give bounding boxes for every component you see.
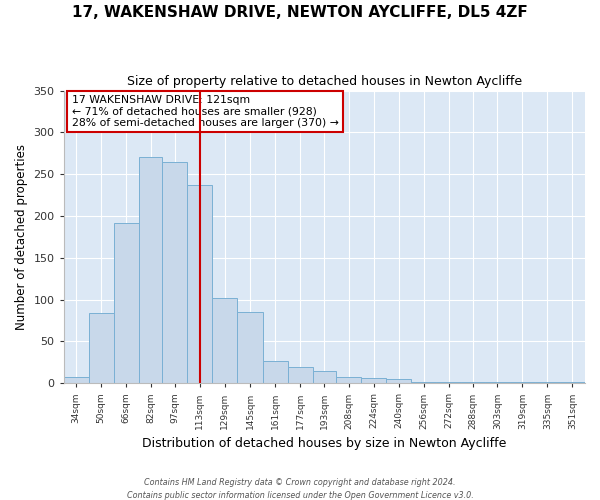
Title: Size of property relative to detached houses in Newton Aycliffe: Size of property relative to detached ho… (127, 75, 522, 88)
Bar (336, 376, 361, 384)
Bar (361, 378, 386, 384)
Text: 17 WAKENSHAW DRIVE: 121sqm
← 71% of detached houses are smaller (928)
28% of sem: 17 WAKENSHAW DRIVE: 121sqm ← 71% of deta… (71, 95, 338, 128)
Bar (535, 382, 560, 384)
Bar (89, 313, 114, 384)
X-axis label: Distribution of detached houses by size in Newton Aycliffe: Distribution of detached houses by size … (142, 437, 506, 450)
Bar (411, 382, 436, 384)
Bar (64, 378, 89, 384)
Text: Contains HM Land Registry data © Crown copyright and database right 2024.
Contai: Contains HM Land Registry data © Crown c… (127, 478, 473, 500)
Bar (287, 368, 313, 384)
Bar (114, 222, 139, 384)
Bar (461, 382, 485, 384)
Text: 17, WAKENSHAW DRIVE, NEWTON AYCLIFFE, DL5 4ZF: 17, WAKENSHAW DRIVE, NEWTON AYCLIFFE, DL… (72, 5, 528, 20)
Bar (187, 185, 212, 384)
Bar (238, 312, 263, 384)
Bar (560, 382, 585, 384)
Bar (436, 382, 461, 384)
Bar (139, 158, 163, 384)
Bar (386, 379, 411, 384)
Bar (163, 162, 187, 384)
Bar (313, 370, 336, 384)
Bar (212, 298, 238, 384)
Bar (485, 382, 510, 384)
Bar (263, 360, 287, 384)
Bar (510, 382, 535, 384)
Y-axis label: Number of detached properties: Number of detached properties (15, 144, 28, 330)
